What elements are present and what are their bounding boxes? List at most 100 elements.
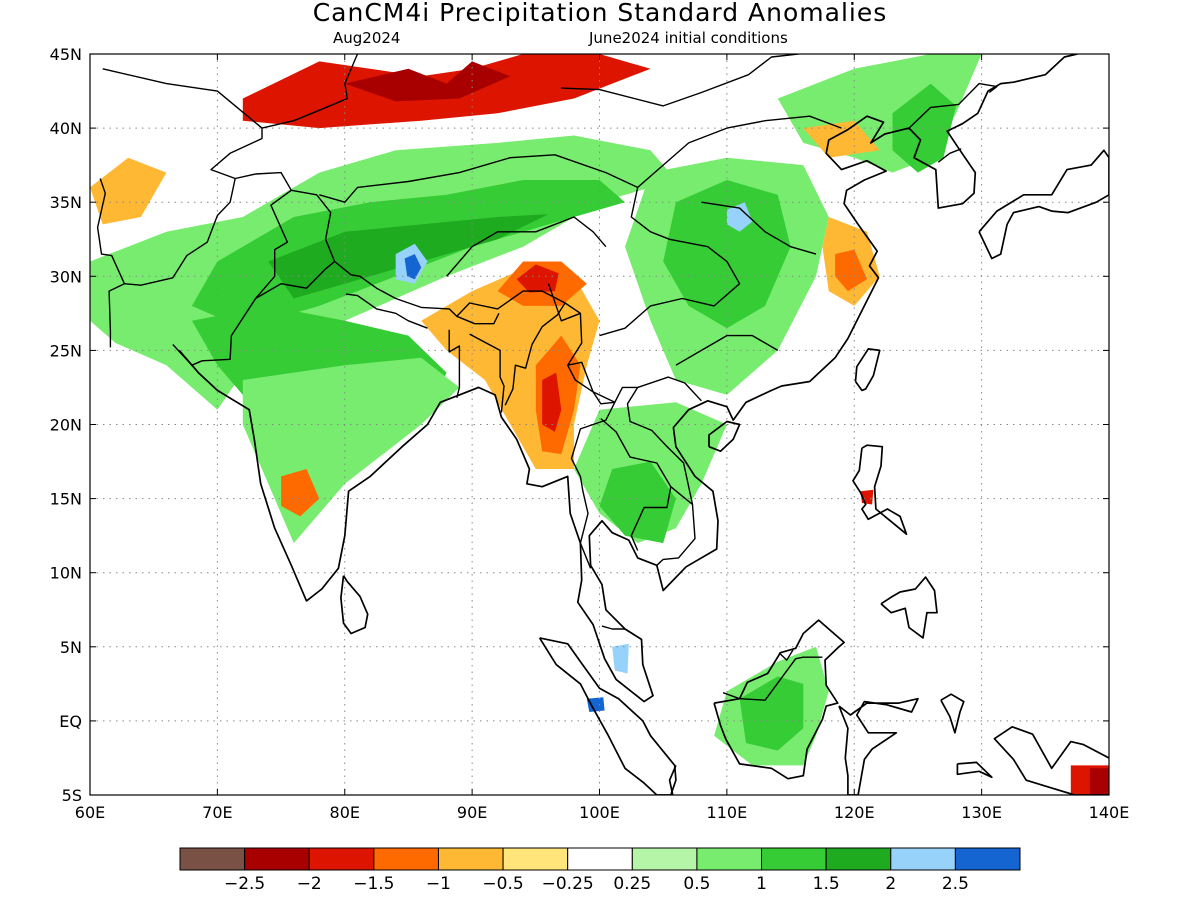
lat-tick-label: 15N [50,490,82,509]
country-border [261,54,359,129]
country-border [319,115,842,203]
coastline [668,765,677,795]
anomaly-region [663,180,791,329]
colorbar-label: −0.25 [542,874,594,894]
coastline [838,697,919,795]
lon-tick-label: 110E [707,803,748,822]
lat-tick-label: 25N [50,341,82,360]
colorbar-label: −2.5 [224,874,265,894]
anomaly-region [542,372,562,432]
colorbar-label: −1.5 [353,874,394,894]
lon-tick-label: 130E [961,803,1002,822]
colorbar-label: −0.5 [482,874,523,894]
chart-title: CanCM4i Precipitation Standard Anomalies [312,0,888,27]
lon-tick-label: 70E [202,803,232,822]
country-border [102,68,702,403]
country-border [561,54,799,107]
lon-tick-label: 120E [834,803,875,822]
country-border [456,312,500,325]
country-border [345,293,428,329]
coastline [854,348,881,392]
colorbar-swatch [244,847,310,871]
colorbar-label: 1.5 [813,874,840,894]
colorbar-label: −1 [426,874,451,894]
lat-tick-label: 35N [50,193,82,212]
country-border [722,656,823,701]
colorbar-label: 1 [756,874,767,894]
anomaly-region [586,697,605,712]
country-border [124,178,236,286]
coastline [956,761,993,779]
coastline [880,576,938,639]
country-border [656,486,696,566]
country-border [601,625,625,630]
country-border [701,201,817,255]
lat-tick-label: 40N [50,119,82,138]
anomaly-region [344,61,511,102]
anomaly-region [726,202,753,232]
country-border [908,82,998,129]
coastline [713,619,845,780]
country-border [547,283,581,322]
lon-tick-label: 80E [330,803,360,822]
colorbar-legend: −2.5 −2 −1.5 −1 −0.5 −0.25 0.25 0.5 1 1.5 2 2.5 [179,847,1021,894]
coastline [993,725,1109,795]
colorbar-swatch [954,847,1021,871]
init-conditions-label: June2024 initial conditions [589,29,788,47]
colorbar-swatch [567,847,633,871]
colorbar-swatch [696,847,763,871]
colorbar-label: 2 [885,874,896,894]
anomaly-region [90,157,167,225]
country-border [567,364,616,569]
axis-labels: 60E 70E 80E 90E 100E 110E 120E 130E 140E 45N 40N 35… [50,45,1130,822]
country-border [469,333,505,413]
lat-tick-label: 30N [50,267,82,286]
coastline [708,420,741,453]
colorbar-swatch [890,847,956,871]
anomaly-region [739,676,804,751]
anomaly-region [835,249,867,292]
lon-tick-label: 140E [1089,803,1130,822]
country-border [504,302,566,406]
country-border [96,178,126,348]
country-border [255,260,336,300]
country-border [937,148,962,163]
gridlines [90,54,1109,795]
anomaly-region [599,461,676,544]
country-border [778,649,794,661]
lat-tick-label: 5N [60,638,82,657]
anomaly-region [612,643,629,674]
colorbar-swatch [437,847,504,871]
coastline [852,444,908,536]
anomaly-region [404,254,422,280]
anomaly-region [281,469,320,517]
lon-tick-label: 90E [457,803,487,822]
country-border [448,329,461,398]
anomaly-region [803,120,880,158]
country-border [675,334,779,366]
lat-tick-label: 5S [62,786,82,805]
anomaly-region [1089,768,1109,795]
lat-tick-label: 20N [50,416,82,435]
colorbar-swatch [825,847,892,871]
colorbar-swatch [761,847,827,871]
lat-tick-label: 45N [50,45,82,64]
lat-tick-label: 10N [50,564,82,583]
colorbar-swatch [373,847,439,871]
anomaly-fill-layer [90,54,1109,795]
colorbar-label: −2 [297,874,322,894]
colorbar-label: 0.25 [613,874,651,894]
colorbar-label: 2.5 [942,874,969,894]
colorbar-swatch [631,847,698,871]
coastlines-layer [96,54,1109,795]
country-border [599,187,741,337]
lat-tick-label: EQ [59,712,82,731]
coastline [340,575,369,635]
coastline [940,693,965,734]
country-border [446,216,607,277]
coastline [538,637,677,795]
colorbar-label: 0.5 [683,874,710,894]
country-border [626,387,694,505]
lon-tick-label: 60E [75,803,105,822]
colorbar-swatch [179,847,246,871]
